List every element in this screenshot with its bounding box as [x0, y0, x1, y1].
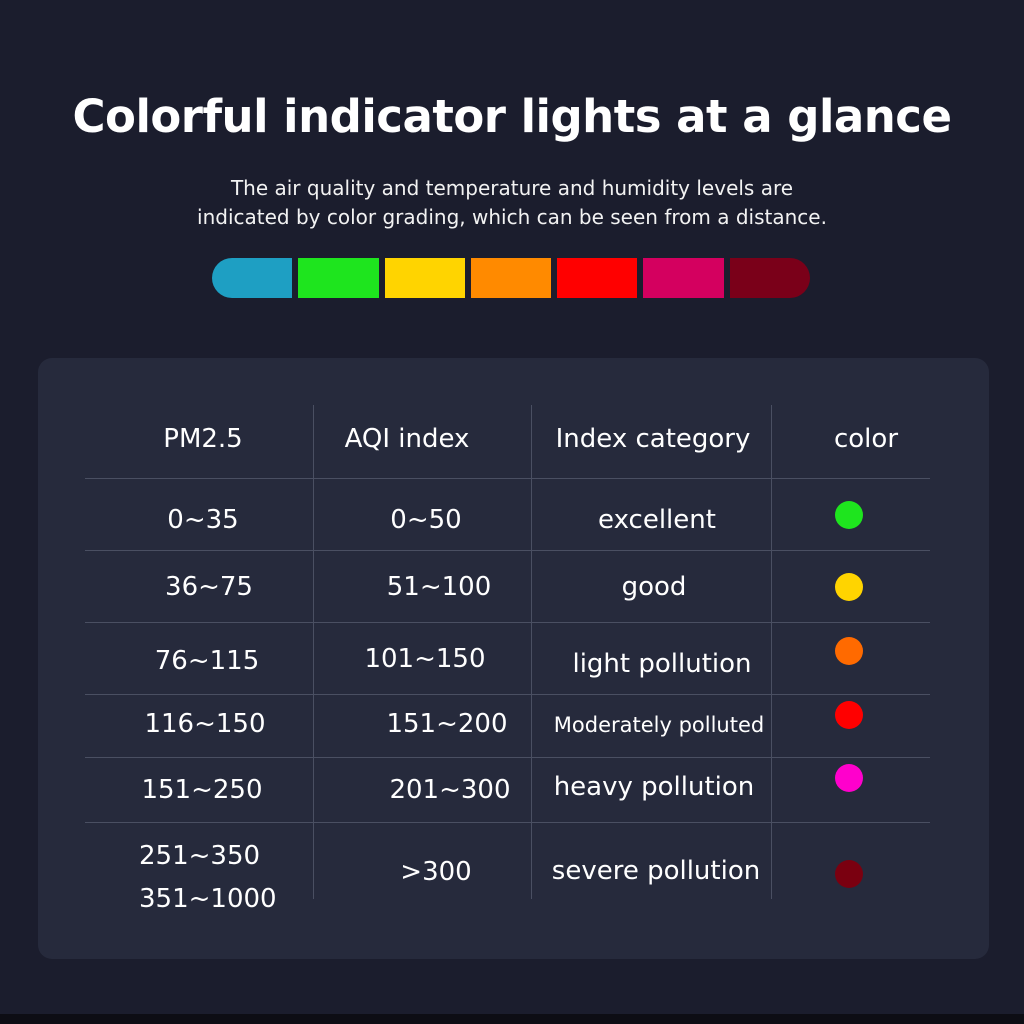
header-pm25: PM2.5 — [163, 424, 243, 454]
row-1-aqi: 0~50 — [390, 505, 462, 535]
page-subtitle: The air quality and temperature and humi… — [0, 174, 1024, 232]
row-divider — [85, 822, 930, 823]
color-segment-3 — [384, 258, 465, 298]
header-color: color — [833, 424, 899, 454]
color-grading-bar — [212, 258, 810, 298]
row-1-pm25: 0~35 — [167, 505, 239, 535]
status-dot-red — [835, 701, 863, 729]
row-2-pm25: 36~75 — [165, 572, 253, 602]
column-divider — [313, 405, 314, 899]
row-6-category: severe pollution — [551, 856, 761, 886]
header-aqi-index: AQI index — [344, 424, 470, 454]
row-3-category: light pollution — [572, 649, 752, 679]
row-divider — [85, 478, 930, 479]
bottom-strip — [0, 1014, 1024, 1024]
aqi-table-card — [38, 358, 989, 959]
row-1-category: excellent — [598, 505, 716, 535]
row-6-aqi: >300 — [400, 857, 472, 887]
status-dot-yellow — [835, 573, 863, 601]
row-6-pm25: 251~350 — [139, 841, 261, 871]
color-segment-2 — [298, 258, 379, 298]
row-4-pm25: 116~150 — [144, 709, 266, 739]
row-4-category: Moderately polluted — [553, 713, 765, 737]
status-dot-orange — [835, 637, 863, 665]
row-divider — [85, 622, 930, 623]
subtitle-line-2: indicated by color grading, which can be… — [197, 205, 827, 229]
row-5-category: heavy pollution — [553, 772, 755, 802]
row-divider — [85, 757, 930, 758]
row-4-aqi: 151~200 — [386, 709, 508, 739]
color-segment-5 — [557, 258, 638, 298]
row-5-pm25: 151~250 — [141, 775, 263, 805]
color-segment-4 — [470, 258, 552, 298]
subtitle-line-1: The air quality and temperature and humi… — [230, 176, 794, 200]
row-5-aqi: 201~300 — [389, 775, 511, 805]
page-title: Colorful indicator lights at a glance — [72, 90, 952, 143]
status-dot-magenta — [835, 764, 863, 792]
row-3-pm25: 76~115 — [154, 646, 260, 676]
color-segment-7 — [729, 258, 810, 298]
row-6-pm25-line2: 351~1000 — [139, 884, 277, 914]
color-segment-1 — [212, 258, 293, 298]
row-2-category: good — [621, 572, 687, 602]
row-2-aqi: 51~100 — [386, 572, 492, 602]
row-3-aqi: 101~150 — [364, 644, 486, 674]
row-divider — [85, 694, 930, 695]
status-dot-green — [835, 501, 863, 529]
color-segment-6 — [643, 258, 724, 298]
header-index-category: Index category — [555, 424, 751, 454]
row-divider — [85, 550, 930, 551]
column-divider — [771, 405, 772, 899]
status-dot-dark-red — [835, 860, 863, 888]
column-divider — [531, 405, 532, 899]
